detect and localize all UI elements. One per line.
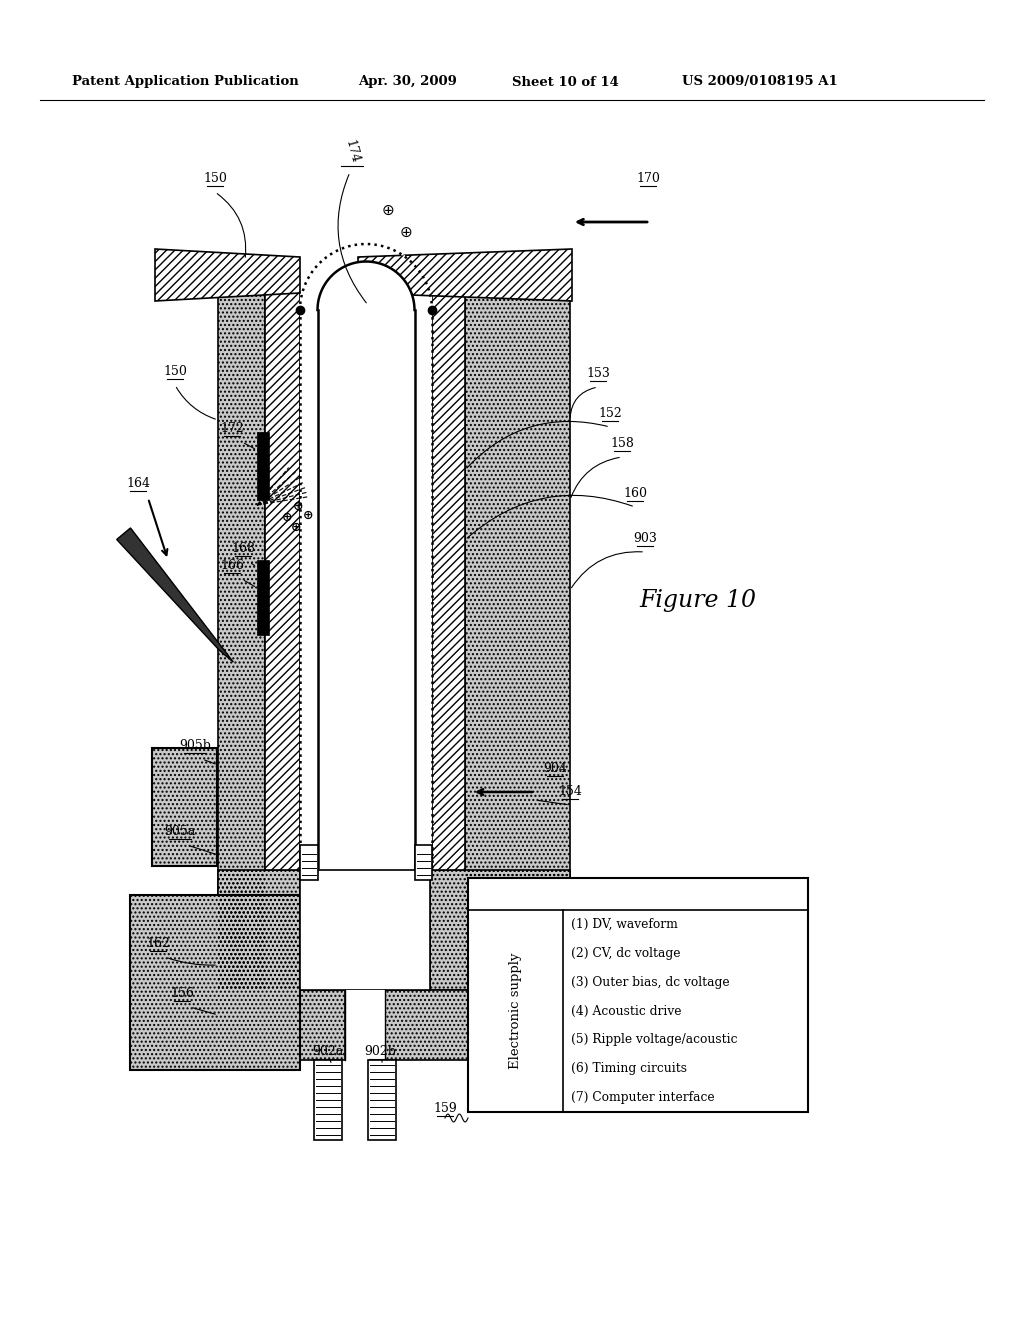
Bar xyxy=(345,990,385,1060)
Text: ⊕: ⊕ xyxy=(293,499,303,512)
Text: (7) Computer interface: (7) Computer interface xyxy=(571,1092,715,1104)
Bar xyxy=(265,293,300,870)
Text: ⊕: ⊕ xyxy=(282,511,292,524)
Bar xyxy=(465,293,570,990)
Text: 153: 153 xyxy=(586,367,610,380)
Polygon shape xyxy=(155,249,300,301)
Bar xyxy=(385,990,470,1060)
Bar xyxy=(257,432,269,500)
Bar xyxy=(385,990,470,1060)
Text: 905a: 905a xyxy=(165,825,196,838)
Bar xyxy=(265,293,300,870)
Text: 159: 159 xyxy=(433,1102,457,1115)
Text: Figure 10: Figure 10 xyxy=(640,589,757,611)
Bar xyxy=(368,1060,396,1140)
Bar xyxy=(300,990,345,1060)
Bar xyxy=(430,870,570,990)
Bar xyxy=(300,293,432,870)
Text: (5) Ripple voltage/acoustic: (5) Ripple voltage/acoustic xyxy=(571,1034,737,1047)
Text: 162: 162 xyxy=(146,937,170,950)
Bar xyxy=(415,845,432,880)
Text: Sheet 10 of 14: Sheet 10 of 14 xyxy=(512,75,618,88)
Text: ⊕: ⊕ xyxy=(399,224,413,239)
Text: 164: 164 xyxy=(126,477,150,490)
Text: 902a: 902a xyxy=(312,1045,344,1059)
Text: 150: 150 xyxy=(203,172,227,185)
Bar xyxy=(130,895,300,1071)
Text: 174: 174 xyxy=(343,139,361,165)
Bar xyxy=(257,560,269,635)
Bar xyxy=(130,895,300,1071)
Text: 170: 170 xyxy=(636,172,659,185)
Text: US 2009/0108195 A1: US 2009/0108195 A1 xyxy=(682,75,838,88)
Bar xyxy=(218,870,300,990)
Text: 156: 156 xyxy=(170,987,194,1001)
Polygon shape xyxy=(317,261,415,310)
Bar xyxy=(300,845,318,880)
Polygon shape xyxy=(358,249,572,301)
Bar xyxy=(465,293,570,990)
Text: Patent Application Publication: Patent Application Publication xyxy=(72,75,299,88)
Text: 160: 160 xyxy=(623,487,647,500)
Text: (4) Acoustic drive: (4) Acoustic drive xyxy=(571,1005,682,1018)
Text: 158: 158 xyxy=(610,437,634,450)
Bar xyxy=(432,293,465,870)
Bar xyxy=(218,293,265,990)
Text: (3) Outer bias, dc voltage: (3) Outer bias, dc voltage xyxy=(571,975,730,989)
Text: ⊕: ⊕ xyxy=(303,508,313,521)
Bar xyxy=(218,870,300,990)
Text: 152: 152 xyxy=(598,407,622,420)
Bar xyxy=(468,878,808,1111)
Text: 168: 168 xyxy=(231,543,255,554)
Bar xyxy=(318,310,415,869)
Text: (2) CV, dc voltage: (2) CV, dc voltage xyxy=(571,946,681,960)
Bar xyxy=(152,748,217,866)
Text: 172: 172 xyxy=(220,422,244,436)
Text: 902b: 902b xyxy=(365,1045,396,1059)
Bar xyxy=(432,293,465,870)
Bar xyxy=(300,870,430,990)
Polygon shape xyxy=(117,528,233,663)
Text: (6) Timing circuits: (6) Timing circuits xyxy=(571,1063,687,1076)
Text: 904: 904 xyxy=(543,762,567,775)
Text: 154: 154 xyxy=(558,785,582,799)
Text: ⊕: ⊕ xyxy=(291,520,301,533)
Text: ⊕: ⊕ xyxy=(382,202,394,218)
Bar xyxy=(430,870,570,990)
Bar xyxy=(314,1060,342,1140)
Polygon shape xyxy=(300,244,432,310)
Bar xyxy=(152,748,217,866)
Text: 166: 166 xyxy=(220,558,244,572)
Text: 905b: 905b xyxy=(179,739,211,752)
Text: (1) DV, waveform: (1) DV, waveform xyxy=(571,917,678,931)
Text: 150: 150 xyxy=(163,366,187,378)
Text: Electronic supply: Electronic supply xyxy=(509,953,521,1069)
Text: 903: 903 xyxy=(633,532,657,545)
Text: Apr. 30, 2009: Apr. 30, 2009 xyxy=(358,75,457,88)
Bar xyxy=(218,293,265,990)
Bar xyxy=(300,990,345,1060)
